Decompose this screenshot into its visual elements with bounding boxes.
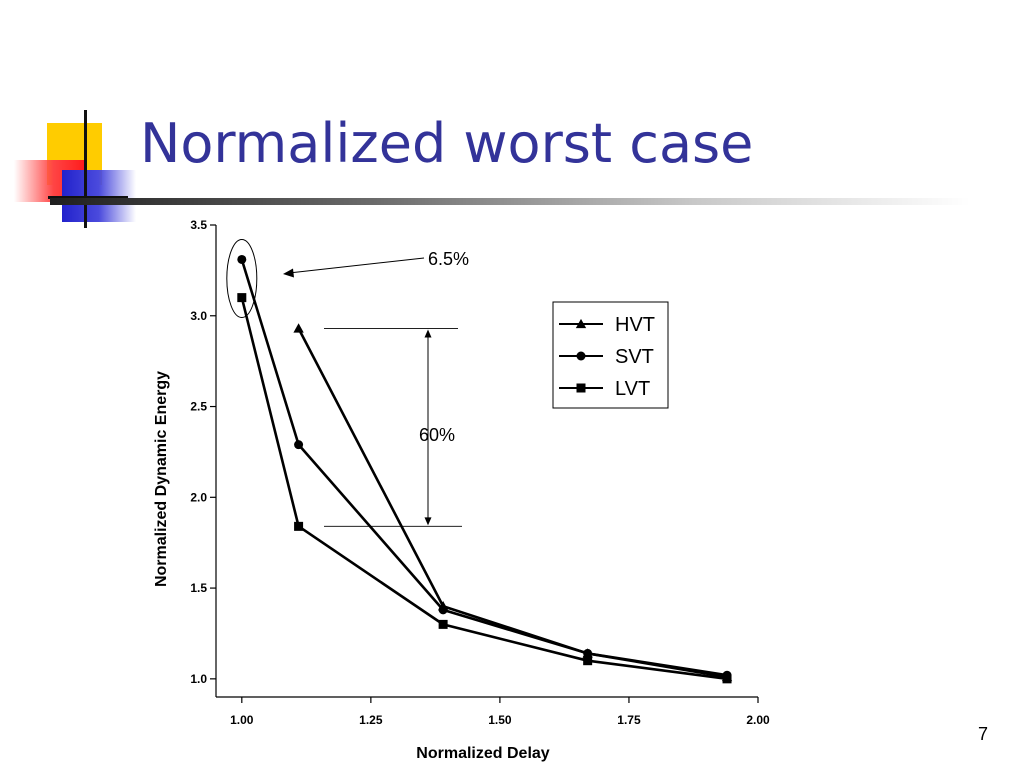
- data-point-hvt: [293, 323, 304, 333]
- legend-label-lvt: LVT: [615, 378, 650, 400]
- y-tick-label: 1.5: [190, 581, 207, 595]
- annotation-label-60: 60%: [419, 425, 455, 445]
- annotation-arrow-head-up: [424, 329, 432, 338]
- y-tick-label: 1.0: [190, 672, 207, 686]
- legend-marker-lvt: [576, 383, 586, 393]
- y-tick-label: 3.5: [190, 218, 207, 232]
- legend-marker-svt: [576, 351, 586, 361]
- deco-horizontal-line: [48, 196, 128, 199]
- annotation-arrow-line: [288, 257, 425, 274]
- x-tick-label: 2.00: [746, 713, 770, 727]
- y-axis-label: Normalized Dynamic Energy: [153, 371, 170, 587]
- annotation-arrow-head: [283, 268, 294, 278]
- y-tick-label: 3.0: [190, 309, 207, 323]
- data-point-svt: [438, 605, 448, 615]
- legend-label-hvt: HVT: [615, 314, 655, 336]
- data-point-svt: [237, 254, 247, 264]
- deco-vertical-line: [84, 110, 87, 228]
- page-number: 7: [978, 724, 989, 744]
- title-underline: [50, 198, 970, 205]
- x-tick-label: 1.75: [617, 713, 641, 727]
- data-point-svt: [294, 440, 304, 450]
- y-tick-label: 2.0: [190, 490, 207, 504]
- data-point-lvt: [722, 674, 732, 684]
- data-point-lvt: [294, 521, 304, 531]
- x-axis-label: Normalized Delay: [416, 745, 549, 762]
- data-point-lvt: [237, 293, 247, 303]
- annotation-ellipse: [226, 239, 258, 319]
- y-tick-label: 2.5: [190, 400, 207, 414]
- annotation-arrow-head-down: [424, 517, 432, 526]
- slide-title: Normalized worst case: [140, 112, 754, 175]
- annotation-label-6-5: 6.5%: [428, 249, 469, 269]
- x-tick-label: 1.25: [359, 713, 383, 727]
- legend-marker-hvt: [575, 318, 587, 329]
- data-point-lvt: [438, 619, 448, 629]
- x-tick-label: 1.50: [488, 713, 512, 727]
- data-point-lvt: [583, 656, 593, 666]
- legend-label-svt: SVT: [615, 346, 654, 368]
- x-tick-label: 1.00: [230, 713, 254, 727]
- data-point-svt: [583, 648, 593, 658]
